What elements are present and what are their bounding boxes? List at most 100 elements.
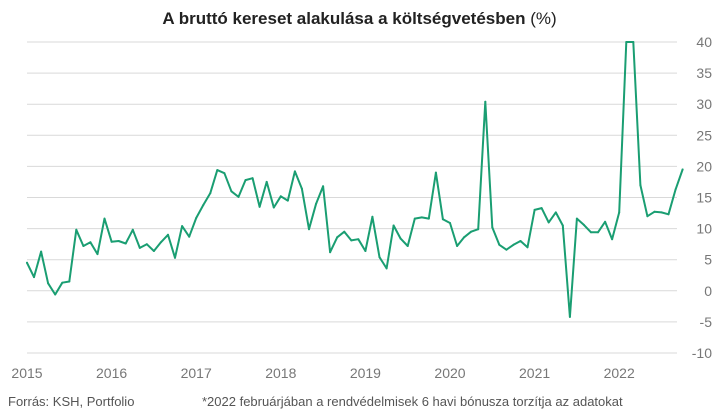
data-point <box>47 282 50 285</box>
y-tick-label: 10 <box>696 221 712 237</box>
source-note: Forrás: KSH, Portfolio <box>8 394 135 409</box>
data-point <box>561 224 564 227</box>
data-point <box>406 245 409 247</box>
data-point <box>625 41 628 43</box>
y-tick-label: 20 <box>696 158 712 174</box>
data-point <box>547 221 550 224</box>
data-point <box>33 276 35 279</box>
y-tick-label: 5 <box>704 252 712 268</box>
data-point <box>343 230 346 233</box>
data-point <box>54 293 57 296</box>
data-point <box>590 231 592 234</box>
data-point <box>533 208 536 211</box>
data-point <box>484 100 487 103</box>
data-point <box>646 215 649 218</box>
data-point <box>336 236 339 239</box>
data-point <box>26 261 28 264</box>
data-point <box>82 245 85 247</box>
data-point <box>639 184 642 187</box>
data-point <box>131 228 134 231</box>
x-tick-label: 2016 <box>96 365 127 381</box>
data-point <box>653 210 656 213</box>
data-point <box>89 241 92 244</box>
data-point <box>350 239 353 242</box>
x-tick-label: 2019 <box>350 365 381 381</box>
data-point <box>568 315 571 318</box>
data-point <box>456 245 459 247</box>
data-point <box>449 222 451 224</box>
data-point <box>265 180 268 183</box>
x-tick-label: 2022 <box>604 365 635 381</box>
data-point <box>293 170 296 173</box>
data-point <box>674 188 677 191</box>
y-tick-label: -5 <box>700 314 713 330</box>
data-point <box>124 242 127 245</box>
data-point <box>477 228 480 231</box>
data-point <box>470 230 473 233</box>
chart-title: A bruttó kereset alakulása a költségveté… <box>0 9 719 29</box>
data-point <box>512 243 515 246</box>
data-point <box>279 195 282 198</box>
data-point <box>681 168 684 171</box>
footnote: *2022 februárjában a rendvédelmisek 6 ha… <box>202 394 623 409</box>
data-point <box>364 250 367 252</box>
y-tick-label: 40 <box>696 34 712 50</box>
data-point <box>96 253 99 256</box>
y-tick-label: 25 <box>696 127 712 143</box>
data-point <box>152 250 155 252</box>
data-point <box>427 217 430 220</box>
data-point <box>195 217 198 219</box>
data-point <box>110 240 113 243</box>
data-point <box>159 241 162 244</box>
data-point <box>604 220 607 223</box>
data-point <box>103 217 106 220</box>
data-point <box>519 240 522 242</box>
data-point <box>315 202 318 205</box>
x-tick-label: 2020 <box>434 365 465 381</box>
data-point <box>526 246 529 249</box>
x-axis-tick-labels: 2015 2016 2017 2018 2019 2020 2021 2022 <box>11 365 635 381</box>
data-point <box>371 215 374 218</box>
data-point <box>618 211 621 214</box>
data-point <box>216 169 219 172</box>
data-point <box>540 207 543 210</box>
y-tick-label: 15 <box>696 190 712 206</box>
gridlines <box>27 41 677 354</box>
data-point <box>244 179 247 182</box>
series-group <box>26 41 684 318</box>
data-point <box>632 41 635 43</box>
data-point <box>230 190 233 193</box>
data-point <box>611 238 614 241</box>
data-point <box>202 204 205 206</box>
data-point <box>463 236 466 239</box>
data-point <box>209 192 212 195</box>
data-point <box>378 256 381 259</box>
data-point <box>597 231 599 234</box>
y-axis-tick-labels: 40 35 30 25 20 15 10 5 0 -5 -10 <box>692 34 712 361</box>
data-point <box>385 267 388 270</box>
data-point <box>399 237 402 240</box>
y-tick-label: -10 <box>692 345 712 361</box>
data-point <box>434 171 437 174</box>
data-point <box>286 199 289 202</box>
data-point <box>392 224 395 227</box>
data-point <box>575 217 578 220</box>
x-tick-label: 2018 <box>265 365 296 381</box>
data-point <box>329 251 332 254</box>
data-point <box>117 240 120 242</box>
x-tick-label: 2017 <box>181 365 212 381</box>
data-point <box>554 211 557 214</box>
data-point <box>322 185 325 188</box>
x-tick-label: 2015 <box>11 365 42 381</box>
data-point <box>660 211 663 214</box>
data-point <box>357 238 360 241</box>
data-point <box>441 218 444 221</box>
data-point <box>237 195 240 198</box>
data-point <box>582 223 585 226</box>
data-point <box>300 187 303 190</box>
data-point <box>413 217 416 220</box>
data-point <box>40 250 43 253</box>
data-point <box>223 172 226 175</box>
chart-title-unit: (%) <box>530 9 557 28</box>
